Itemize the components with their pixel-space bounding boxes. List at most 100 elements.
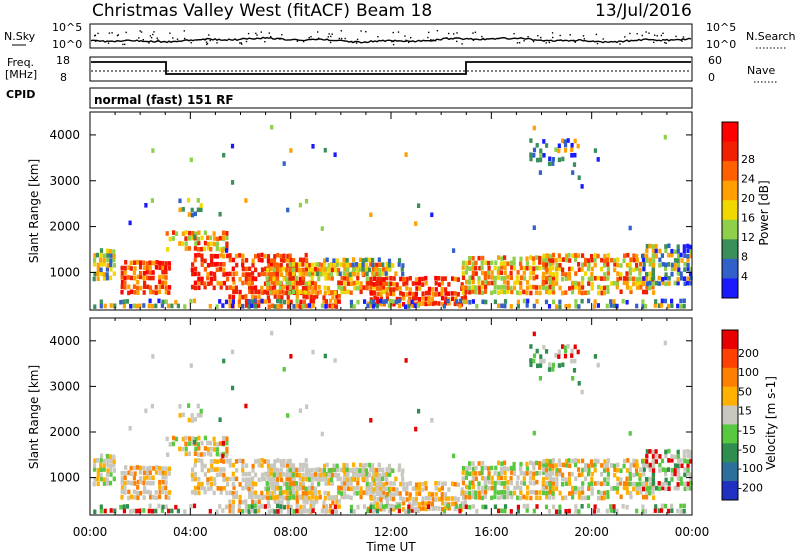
power-cell — [460, 296, 464, 301]
power-cell — [267, 262, 271, 268]
power-cell — [635, 285, 640, 290]
velocity-cell — [379, 490, 383, 496]
velocity-cell — [458, 508, 462, 514]
power-cell — [629, 289, 633, 295]
power-cell — [564, 304, 568, 309]
power-cell — [421, 296, 425, 301]
velocity-cell — [460, 487, 464, 492]
power-cell — [648, 243, 652, 249]
power-cell — [279, 299, 283, 304]
power-cell — [430, 212, 434, 218]
power-cell — [241, 303, 245, 309]
velocity-cell — [361, 467, 365, 473]
power-cell — [206, 241, 210, 247]
power-cell — [487, 265, 491, 271]
velocity-cell — [248, 490, 252, 495]
search-noise-dot — [664, 41, 666, 44]
power-cell — [322, 299, 326, 304]
velocity-cell — [191, 467, 195, 473]
power-cell — [129, 266, 133, 271]
velocity-cell — [288, 490, 293, 495]
velocity-cell — [299, 509, 303, 515]
velocity-cell — [657, 486, 661, 491]
power-cell — [397, 262, 401, 267]
velocity-cell — [138, 470, 143, 475]
velocity-cell — [689, 450, 693, 455]
power-cell — [302, 299, 306, 304]
power-cell — [319, 271, 323, 277]
velocity-cell — [151, 480, 155, 486]
velocity-cell — [493, 485, 497, 490]
velocity-cell — [213, 477, 217, 482]
velocity-cell — [164, 475, 168, 480]
velocity-cell — [317, 481, 321, 487]
power-cell — [305, 294, 309, 300]
power-cell — [93, 271, 97, 277]
velocity-cell — [157, 503, 161, 509]
velocity-cell — [574, 485, 578, 491]
power-cell — [174, 299, 178, 305]
velocity-cell — [561, 344, 565, 349]
velocity-cell — [315, 499, 319, 504]
velocity-cell — [664, 467, 668, 473]
velocity-cell — [376, 496, 380, 502]
velocity-cell — [275, 467, 279, 473]
velocity-cell — [337, 490, 341, 495]
velocity-cell — [197, 458, 201, 463]
search-noise-dot — [675, 35, 677, 38]
velocity-cell — [563, 345, 567, 350]
power-cell — [120, 284, 124, 290]
velocity-cell — [316, 467, 320, 472]
velocity-cell — [381, 504, 386, 509]
search-noise-dot — [351, 40, 353, 43]
power-cell — [664, 266, 668, 272]
power-cell — [596, 303, 600, 308]
velocity-cell — [194, 446, 198, 452]
power-cell — [603, 272, 607, 277]
power-cell — [551, 258, 555, 263]
power-cell — [606, 262, 610, 267]
power-cell — [331, 295, 335, 300]
velocity-cell — [288, 481, 292, 486]
search-noise-dot — [662, 32, 664, 34]
velocity-cell — [330, 495, 334, 500]
velocity-cell — [230, 508, 235, 514]
velocity-cell — [164, 470, 168, 476]
power-cell — [535, 265, 539, 271]
search-noise-dot — [365, 31, 367, 33]
power-cell — [522, 298, 526, 304]
velocity-cell — [480, 470, 484, 476]
power-cell — [557, 143, 561, 149]
velocity-cell — [606, 494, 610, 500]
velocity-cell — [670, 467, 675, 473]
velocity-cell — [623, 481, 627, 486]
velocity-cell — [327, 468, 331, 473]
velocity-cell — [621, 504, 625, 509]
velocity-cell — [418, 491, 422, 496]
velocity-cell — [568, 471, 572, 477]
power-cell — [190, 207, 194, 213]
velocity-cell — [581, 481, 585, 486]
velocity-cell — [385, 497, 389, 502]
power-cell — [143, 280, 147, 286]
power-cell — [158, 279, 162, 285]
search-noise-dot — [453, 33, 455, 35]
search-noise-dot — [559, 34, 561, 37]
power-cell — [568, 258, 572, 263]
power-cell — [526, 280, 530, 285]
velocity-cell — [544, 463, 548, 468]
search-noise-dot — [583, 38, 585, 40]
velocity-cell — [440, 486, 444, 491]
velocity-cell — [197, 435, 201, 441]
power-cell — [254, 289, 258, 295]
velocity-cell — [503, 460, 507, 466]
velocity-cell — [417, 408, 421, 414]
power-cell — [161, 280, 165, 286]
power-cell — [497, 266, 501, 271]
velocity-cell — [231, 499, 236, 505]
velocity-cell — [332, 463, 336, 469]
velocity-cell — [323, 472, 327, 477]
velocity-cell — [641, 459, 645, 464]
velocity-cell — [532, 465, 536, 471]
velocity-cell — [522, 476, 526, 481]
